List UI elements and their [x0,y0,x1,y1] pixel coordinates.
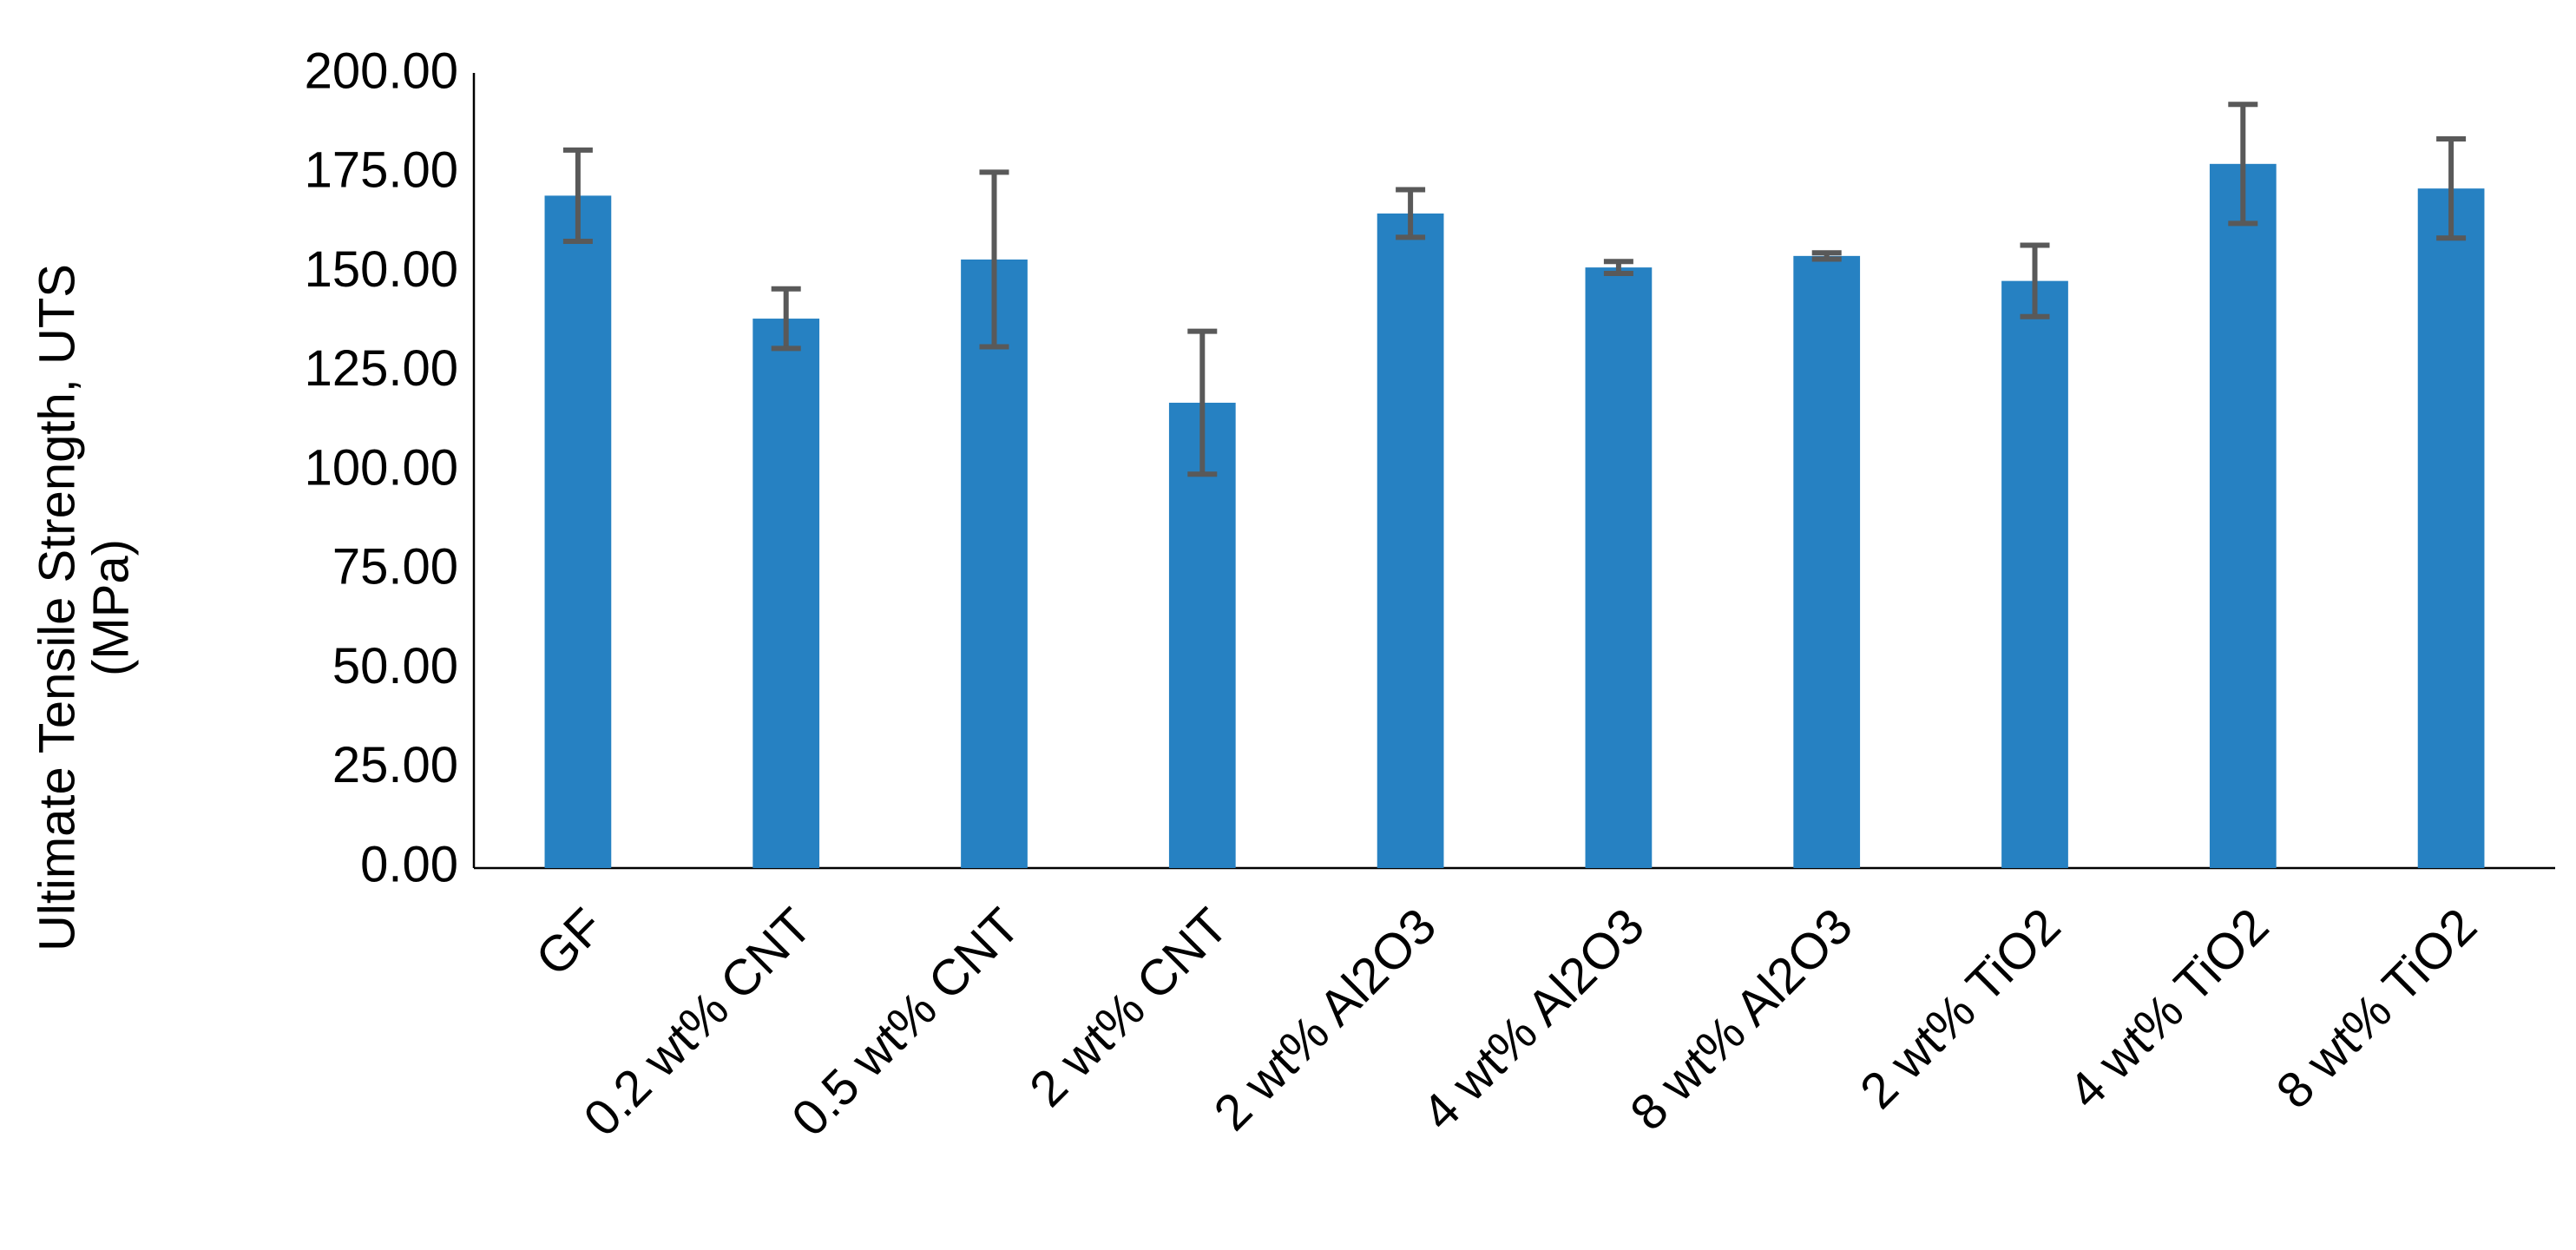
x-tick-label: 8 wt% Al2O3 [1620,898,1863,1141]
error-bar [979,169,1009,350]
bar [752,319,820,868]
y-axis-title-line: Ultimate Tensile Strength, UTS [29,264,85,951]
x-tick-label: 2 wt% Al2O3 [1203,898,1447,1141]
bar [2209,163,2277,868]
y-tick-label: 75.00 [332,539,458,595]
y-axis-title: Ultimate Tensile Strength, UTS (MPa) [29,264,139,951]
bar [544,195,612,868]
y-tick-label: 150.00 [305,241,458,298]
y-tick-label: 0.00 [360,836,458,892]
x-tick-label: 2 wt% TiO2 [1850,898,2072,1120]
error-bar [1603,259,1633,276]
y-tick-label: 25.00 [332,737,458,793]
error-bar [2020,242,2050,319]
bar [1585,267,1653,868]
x-tick-label: 4 wt% TiO2 [2058,898,2280,1120]
bar [1168,402,1236,869]
error-bar [2436,136,2467,241]
y-tick-label: 50.00 [332,638,458,694]
bar [961,259,1028,868]
y-axis-title-line: (MPa) [82,539,139,676]
y-tick-label: 175.00 [305,142,458,199]
bar [2417,188,2485,868]
bar [1377,213,1444,868]
error-bar [562,147,593,244]
bar [2001,280,2068,868]
x-tick-label: 4 wt% Al2O3 [1411,898,1655,1141]
error-bar [1396,187,1426,240]
error-bar [1811,250,1842,262]
error-bar [2228,102,2258,227]
y-tick-label: 100.00 [305,439,458,496]
x-tick-label: 2 wt% CNT [1019,898,1239,1117]
x-tick-label: GF [525,898,614,987]
bar [1793,255,1861,868]
y-tick-label: 125.00 [305,340,458,397]
error-bar [1187,328,1218,477]
y-tick-label: 200.00 [305,43,458,99]
error-bar [771,286,801,352]
x-tick-label: 8 wt% TiO2 [2265,898,2487,1120]
